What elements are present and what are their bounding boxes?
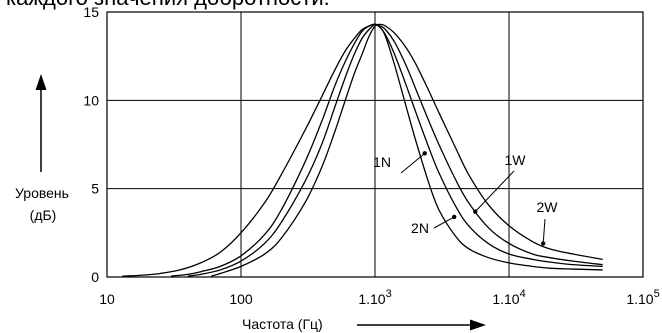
curve-1n — [122, 23, 603, 277]
leader-1n — [400, 152, 426, 174]
x-tick-label: 100 — [229, 291, 253, 307]
label-1w: 1W — [505, 152, 527, 168]
x-axis-label: Частота (Гц) — [242, 316, 323, 332]
y-axis-label-line-2: (дБ) — [30, 207, 57, 223]
curve-2w — [211, 23, 603, 277]
label-2w: 2W — [537, 199, 559, 215]
leader-1w — [474, 170, 515, 212]
label-1n: 1N — [373, 154, 391, 170]
x-axis-label-group: Частота (Гц) — [242, 316, 486, 332]
x-tick-label: 10 — [99, 291, 115, 307]
y-tick-label: 10 — [83, 92, 99, 108]
y-axis-arrow-head — [35, 74, 47, 90]
header-text-fragment: каждого значения добротности. — [6, 0, 330, 11]
x-tick-label: 1.103 — [358, 288, 391, 307]
plot-frame — [106, 11, 644, 278]
x-tick-label: 1.104 — [492, 288, 525, 307]
y-axis-label-line-1: Уровень — [15, 185, 69, 201]
leader-2n — [433, 216, 455, 229]
y-tick-label: 15 — [83, 4, 99, 20]
leader-2w — [542, 218, 546, 244]
x-tick-label: 1.105 — [626, 288, 659, 307]
curve-2n — [170, 23, 603, 277]
x-axis-arrow-head — [470, 319, 486, 331]
grid — [107, 12, 643, 277]
label-2n: 2N — [411, 220, 429, 236]
y-tick-label: 5 — [91, 181, 99, 197]
y-axis-label-group: Уровень (дБ) — [15, 74, 69, 223]
curves — [122, 23, 603, 277]
annotations: 1N 2N 1W 2W — [373, 151, 558, 246]
tick-labels: 10 100 1.103 1.104 1.105 0 5 10 15 — [83, 4, 659, 307]
curve-1w — [187, 23, 603, 277]
y-tick-label: 0 — [91, 269, 99, 285]
